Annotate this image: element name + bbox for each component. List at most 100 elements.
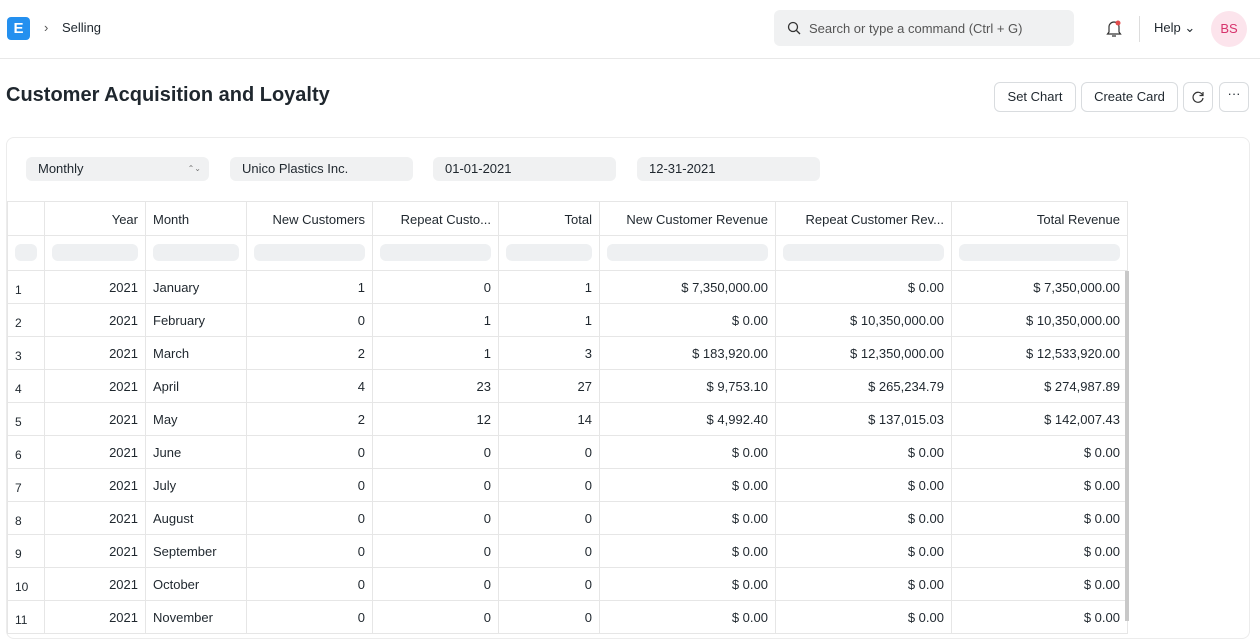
- table-cell: 2021: [45, 601, 146, 634]
- table-cell: 0: [247, 535, 373, 568]
- table-cell: $ 0.00: [600, 469, 776, 502]
- table-cell: October: [146, 568, 247, 601]
- table-cell: $ 0.00: [600, 568, 776, 601]
- table-cell: 2021: [45, 436, 146, 469]
- table-cell: 0: [373, 601, 499, 634]
- table-cell: $ 0.00: [952, 436, 1128, 469]
- table-cell: 12: [373, 403, 499, 436]
- table-cell: September: [146, 535, 247, 568]
- table-cell: 2021: [45, 568, 146, 601]
- row-index: 1: [7, 271, 45, 304]
- filter-input[interactable]: [783, 244, 944, 261]
- filter-input[interactable]: [607, 244, 768, 261]
- column-header[interactable]: New Customers: [247, 201, 373, 236]
- table-cell: 0: [499, 436, 600, 469]
- table-cell: $ 0.00: [600, 304, 776, 337]
- table-cell: $ 265,234.79: [776, 370, 952, 403]
- table-cell: $ 9,753.10: [600, 370, 776, 403]
- filter-field[interactable]: Monthly ⌃⌄: [26, 157, 209, 181]
- logo[interactable]: E: [7, 17, 30, 40]
- filter-input[interactable]: [380, 244, 491, 261]
- breadcrumb[interactable]: Selling: [62, 20, 102, 35]
- table-cell: 0: [247, 568, 373, 601]
- search-icon: [787, 21, 801, 35]
- table-cell: 2: [247, 337, 373, 370]
- filter-cell: [45, 236, 146, 271]
- table-cell: 0: [373, 436, 499, 469]
- table-cell: 2021: [45, 469, 146, 502]
- filter-input[interactable]: [15, 244, 37, 261]
- table-cell: 2021: [45, 370, 146, 403]
- table-cell: 1: [499, 271, 600, 304]
- table-cell: $ 0.00: [776, 436, 952, 469]
- search-box[interactable]: Search or type a command (Ctrl + G): [774, 10, 1074, 46]
- filter-input[interactable]: [959, 244, 1120, 261]
- scrollbar: [1125, 271, 1129, 621]
- search-placeholder: Search or type a command (Ctrl + G): [809, 21, 1023, 36]
- filter-cell: [247, 236, 373, 271]
- row-index: 6: [7, 436, 45, 469]
- row-index: 4: [7, 370, 45, 403]
- table-cell: $ 0.00: [600, 436, 776, 469]
- table-cell: 4: [247, 370, 373, 403]
- table-cell: 2021: [45, 403, 146, 436]
- filter-cell: [952, 236, 1128, 271]
- divider: [1139, 16, 1140, 42]
- column-header[interactable]: Repeat Customer Rev...: [776, 201, 952, 236]
- table-cell: $ 0.00: [952, 502, 1128, 535]
- column-header[interactable]: Total: [499, 201, 600, 236]
- table-cell: February: [146, 304, 247, 337]
- avatar[interactable]: BS: [1211, 11, 1247, 47]
- table-cell: 0: [373, 502, 499, 535]
- page-title: Customer Acquisition and Loyalty: [6, 84, 330, 106]
- column-header[interactable]: Month: [146, 201, 247, 236]
- filter-cell: [7, 236, 45, 271]
- row-index: 10: [7, 568, 45, 601]
- table-cell: 0: [247, 469, 373, 502]
- table-cell: $ 0.00: [952, 469, 1128, 502]
- breadcrumb-separator: ›: [44, 20, 49, 35]
- filter-field[interactable]: 12-31-2021: [637, 157, 820, 181]
- refresh-button[interactable]: [1183, 82, 1213, 112]
- table-cell: 14: [499, 403, 600, 436]
- table-cell: $ 0.00: [776, 469, 952, 502]
- filter-cell: [373, 236, 499, 271]
- table-cell: May: [146, 403, 247, 436]
- notification-icon[interactable]: [1105, 19, 1123, 39]
- filter-field[interactable]: 01-01-2021: [433, 157, 616, 181]
- table-cell: $ 0.00: [600, 601, 776, 634]
- filter-input[interactable]: [153, 244, 239, 261]
- table-cell: 0: [247, 304, 373, 337]
- column-header[interactable]: Repeat Custo...: [373, 201, 499, 236]
- help-label: Help: [1154, 20, 1181, 35]
- create-card-button[interactable]: Create Card: [1081, 82, 1178, 112]
- filter-input[interactable]: [52, 244, 138, 261]
- set-chart-button[interactable]: Set Chart: [994, 82, 1076, 112]
- table-cell: 0: [499, 601, 600, 634]
- table-cell: 23: [373, 370, 499, 403]
- filter-input[interactable]: [254, 244, 365, 261]
- filter-input[interactable]: [506, 244, 592, 261]
- table-cell: $ 0.00: [776, 601, 952, 634]
- navbar: E › Selling Search or type a command (Ct…: [0, 0, 1260, 59]
- row-index: 2: [7, 304, 45, 337]
- row-index: 7: [7, 469, 45, 502]
- more-button[interactable]: ···: [1219, 82, 1249, 112]
- row-index: 3: [7, 337, 45, 370]
- column-header[interactable]: Total Revenue: [952, 201, 1128, 236]
- table-cell: 1: [373, 337, 499, 370]
- column-header[interactable]: Year: [45, 201, 146, 236]
- help-menu[interactable]: Help ⌄: [1154, 20, 1196, 35]
- filter-field[interactable]: Unico Plastics Inc.: [230, 157, 413, 181]
- table-cell: $ 0.00: [776, 535, 952, 568]
- table-cell: 2021: [45, 535, 146, 568]
- table-cell: 2: [247, 403, 373, 436]
- table-cell: 1: [499, 304, 600, 337]
- table-cell: $ 183,920.00: [600, 337, 776, 370]
- column-header[interactable]: New Customer Revenue: [600, 201, 776, 236]
- table-cell: April: [146, 370, 247, 403]
- row-index: 5: [7, 403, 45, 436]
- table-cell: 0: [247, 436, 373, 469]
- table-cell: $ 0.00: [776, 568, 952, 601]
- table-cell: $ 0.00: [952, 568, 1128, 601]
